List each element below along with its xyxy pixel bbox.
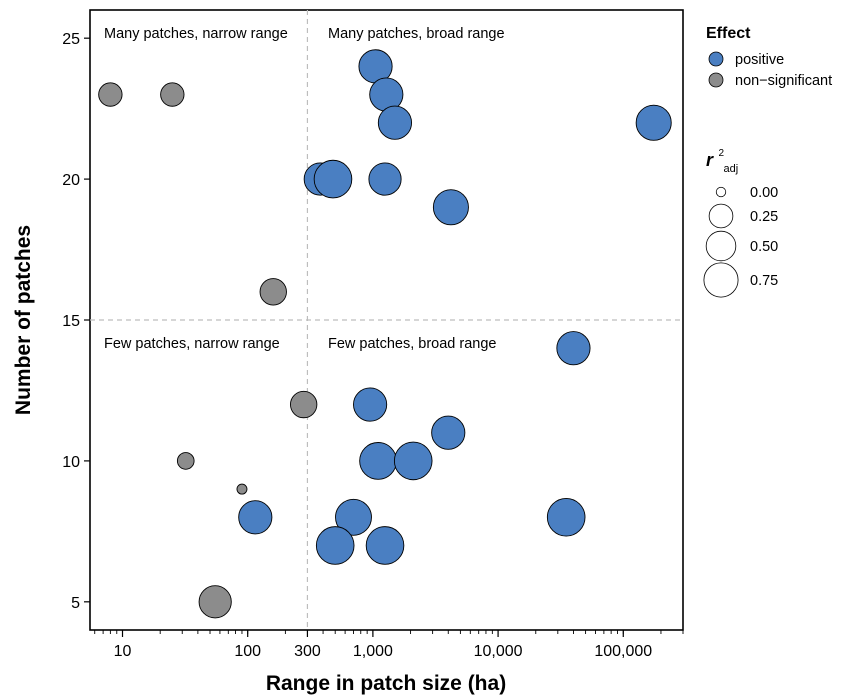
size-legend-circle-1 — [708, 203, 734, 229]
size-legend-title-sup: 2 — [718, 148, 724, 159]
color-legend: Effect positive non−significant — [706, 25, 832, 89]
legend-swatch-non-significant — [708, 72, 724, 88]
size-legend-title-sub: adj — [723, 163, 738, 175]
point-positive-12 — [393, 441, 433, 481]
legend-label-positive: positive — [735, 52, 784, 68]
quadrant-label-many-narrow: Many patches, narrow range — [104, 26, 288, 42]
point-positive-6 — [368, 162, 402, 196]
point-non-significant-6 — [198, 585, 232, 619]
size-legend-label-1: 0.25 — [750, 209, 778, 225]
point-non-significant-0 — [98, 82, 123, 107]
x-axis-ticks: 10 100 300 1,000 10,000 100,000 — [94, 630, 684, 660]
data-points — [98, 49, 672, 619]
size-legend-circle-0 — [715, 186, 727, 198]
size-legend-circle-2 — [705, 230, 737, 262]
point-positive-17 — [365, 526, 405, 565]
point-non-significant-4 — [176, 452, 195, 470]
y-tick-label: 10 — [62, 454, 80, 471]
point-positive-7 — [432, 189, 469, 226]
point-non-significant-2 — [259, 278, 287, 306]
point-positive-15 — [546, 497, 586, 537]
point-non-significant-1 — [160, 82, 185, 107]
point-non-significant-5 — [236, 483, 248, 495]
legend-label-non-significant: non−significant — [735, 73, 832, 89]
point-positive-16 — [315, 526, 355, 565]
y-axis-ticks: 5 10 15 20 25 — [62, 31, 90, 612]
quadrant-label-few-broad: Few patches, broad range — [328, 336, 496, 352]
point-positive-9 — [353, 387, 388, 422]
x-tick-label: 100 — [234, 643, 261, 660]
x-tick-label: 100,000 — [594, 643, 652, 660]
x-tick-label: 300 — [294, 643, 321, 660]
y-tick-label: 25 — [62, 31, 80, 48]
point-positive-3 — [635, 104, 672, 141]
point-positive-2 — [377, 105, 413, 140]
size-legend-label-0: 0.00 — [750, 185, 778, 201]
size-legend-circle-3 — [703, 262, 739, 298]
point-positive-5 — [313, 159, 353, 199]
y-axis-title: Number of patches — [12, 225, 35, 415]
y-tick-label: 20 — [62, 172, 80, 189]
point-positive-8 — [556, 331, 591, 366]
size-legend-label-3: 0.75 — [750, 273, 778, 289]
legend-swatch-positive — [708, 51, 724, 67]
quadrant-label-few-narrow: Few patches, narrow range — [104, 336, 280, 352]
color-legend-title: Effect — [706, 25, 751, 42]
point-positive-13 — [238, 500, 273, 535]
size-legend-title-main: r — [706, 150, 714, 170]
x-tick-label: 10,000 — [474, 643, 523, 660]
size-legend-title: r 2 adj — [706, 143, 738, 175]
x-tick-label: 10 — [114, 643, 132, 660]
point-positive-14 — [335, 498, 372, 536]
size-legend: r 2 adj 0.00 0.25 0.50 0.75 — [703, 143, 778, 298]
x-tick-label: 1,000 — [353, 643, 393, 660]
x-axis-title: Range in patch size (ha) — [266, 672, 506, 695]
size-legend-label-2: 0.50 — [750, 239, 778, 255]
point-positive-11 — [359, 442, 397, 480]
point-positive-10 — [431, 415, 466, 450]
quadrant-label-many-broad: Many patches, broad range — [328, 26, 505, 42]
y-tick-label: 15 — [62, 313, 80, 330]
y-tick-label: 5 — [71, 595, 80, 612]
point-non-significant-3 — [290, 390, 318, 419]
